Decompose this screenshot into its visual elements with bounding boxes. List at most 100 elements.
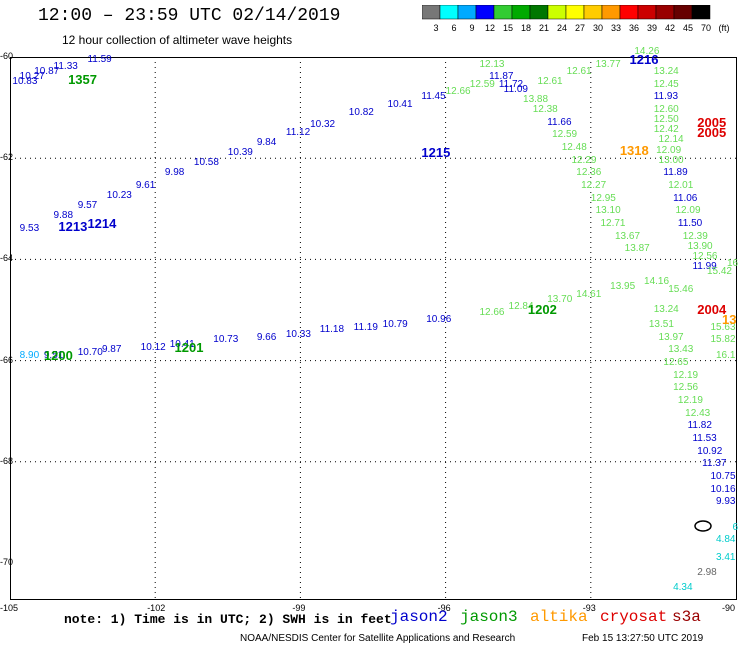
colorbar-label: (ft) (719, 23, 730, 33)
wave-height-value: 12.59 (552, 129, 578, 141)
wave-height-value: 11.93 (653, 91, 679, 103)
wave-height-value: 8.90 (19, 349, 40, 361)
longitude-label: -102 (147, 603, 166, 613)
legend-jason3: jason3 (460, 608, 518, 626)
wave-height-value: 11.09 (503, 83, 528, 95)
wave-height-value: 11.12 (285, 126, 311, 138)
wave-height-value: 11.72 (498, 78, 524, 90)
colorbar-label: 70 (701, 23, 711, 33)
wave-height-value: 12.29 (571, 154, 597, 166)
wave-height-value: 13.67 (615, 230, 641, 242)
wave-height-value: 10.23 (106, 190, 132, 202)
wave-height-value: 12.56 (673, 382, 699, 394)
colorbar-label: 6 (451, 23, 456, 33)
wave-height-value: 15.82 (710, 334, 736, 346)
wave-height-value: 11.99 (692, 260, 717, 272)
wave-height-value: 12.95 (590, 192, 616, 204)
wave-height-value: 11.66 (547, 116, 572, 128)
wave-height-value: 10.70 (77, 347, 103, 358)
wave-height-value: 14.26 (634, 45, 660, 57)
wave-height-value: 12.19 (677, 395, 703, 407)
wave-height-value: 12.01 (668, 180, 694, 192)
wave-height-value: 12.48 (561, 142, 587, 154)
wave-height-value: 13.70 (547, 293, 573, 305)
latitude-label: -70 (0, 557, 14, 567)
latitude-label: -62 (0, 152, 14, 163)
wave-height-value: 12.13 (479, 58, 505, 70)
colorbar-label: 21 (539, 23, 549, 33)
legend-cryosat: cryosat (600, 608, 668, 626)
wave-height-value: 12.36 (576, 167, 602, 179)
wave-height-value: 13.24 (653, 304, 679, 315)
pass-time-label: 1213 (58, 218, 88, 234)
wave-height-value: 10.87 (34, 66, 60, 78)
wave-height-value: 9.51 (43, 349, 64, 361)
pass-time-label: 1318 (619, 142, 649, 158)
wave-height-value: 10.41 (169, 339, 195, 351)
wave-height-value: 9.93 (716, 496, 736, 508)
colorbar-label: 45 (683, 23, 693, 33)
wave-height-value: 9.98 (164, 167, 185, 179)
wave-height-value: 12.09 (675, 205, 701, 217)
wave-height-value: 11.50 (677, 217, 703, 229)
legend-s3a: s3a (672, 608, 701, 626)
wave-height-value: 11.45 (421, 91, 446, 103)
wave-height-value: 13.95 (610, 281, 636, 293)
wave-height-value: 10.39 (227, 147, 253, 159)
latitude-label: -68 (0, 455, 14, 466)
colorbar-swatch (691, 5, 711, 20)
wave-height-value: 9.61 (135, 180, 156, 192)
wave-height-value: 12.39 (682, 230, 708, 242)
wave-height-value: 12.09 (656, 144, 682, 156)
wave-height-value: 10.16 (710, 483, 736, 495)
wave-height-value: 11.18 (319, 324, 345, 336)
wave-height-value: 13.43 (668, 344, 694, 356)
chart-subtitle: 12 hour collection of altimeter wave hei… (62, 33, 293, 47)
wave-height-value: 12.14 (658, 134, 684, 146)
wave-height-value: 11.87 (489, 71, 514, 83)
pass-time-label: 1216 (629, 51, 659, 67)
pass-time-label: 1214 (87, 215, 117, 231)
wave-height-value: 11.53 (692, 433, 717, 445)
wave-height-value: 12.56 (692, 250, 718, 262)
pass-time-label: 1357 (68, 71, 97, 87)
wave-height-value: 9.87 (101, 344, 122, 356)
wave-height-value: 12.66 (479, 306, 505, 318)
wave-height-value: 9.53 (19, 223, 40, 235)
wave-height-value: 11.33 (53, 61, 78, 73)
pass-time-label: 1201 (174, 339, 204, 355)
pass-time-label: 1200 (43, 347, 73, 363)
wave-height-colorbar: 3 6 9 12 15 18 21 24 27 30 33 36 39 42 45 70 (ft) (422, 5, 730, 33)
wave-height-value: 9.66 (256, 331, 277, 343)
note-text: note: 1) Time is in UTC; 2) SWH is in fe… (64, 612, 392, 627)
pass-time-label: 2004 (697, 302, 727, 317)
wave-height-value: 12.61 (537, 76, 563, 88)
latitude-label: -60 (0, 51, 14, 61)
colorbar-label: 3 (433, 23, 438, 33)
wave-height-value: 14.16 (644, 276, 670, 288)
wave-height-value: 12.71 (600, 217, 626, 229)
colorbar-label: 42 (665, 23, 675, 33)
wave-height-value: 11.89 (663, 167, 688, 179)
colorbar-label: 30 (593, 23, 603, 33)
wave-height-value: 12.45 (653, 78, 679, 90)
wave-height-value: 11.06 (673, 192, 698, 204)
wave-height-value: 10.82 (348, 106, 374, 118)
wave-height-value: 13.77 (595, 58, 621, 70)
wave-height-value: 10.79 (382, 319, 408, 331)
longitude-label: -90 (722, 603, 736, 613)
wave-height-value: 3.41 (716, 551, 736, 563)
wave-height-value: 15.46 (668, 283, 694, 295)
wave-height-value: 13.10 (595, 205, 621, 217)
wave-height-value: 13.51 (648, 319, 674, 331)
pass-time-label: 13 (722, 312, 737, 328)
legend-altika: altika (530, 608, 588, 626)
wave-height-value: 9.88 (53, 210, 74, 222)
longitude-label: -105 (0, 603, 19, 613)
colorbar-label: 27 (575, 23, 585, 33)
wave-height-value: 13.90 (687, 240, 713, 252)
wave-height-value: 15.63 (710, 321, 736, 333)
pass-time-label: 1215 (421, 145, 451, 161)
wave-height-value: 10.92 (697, 445, 723, 457)
